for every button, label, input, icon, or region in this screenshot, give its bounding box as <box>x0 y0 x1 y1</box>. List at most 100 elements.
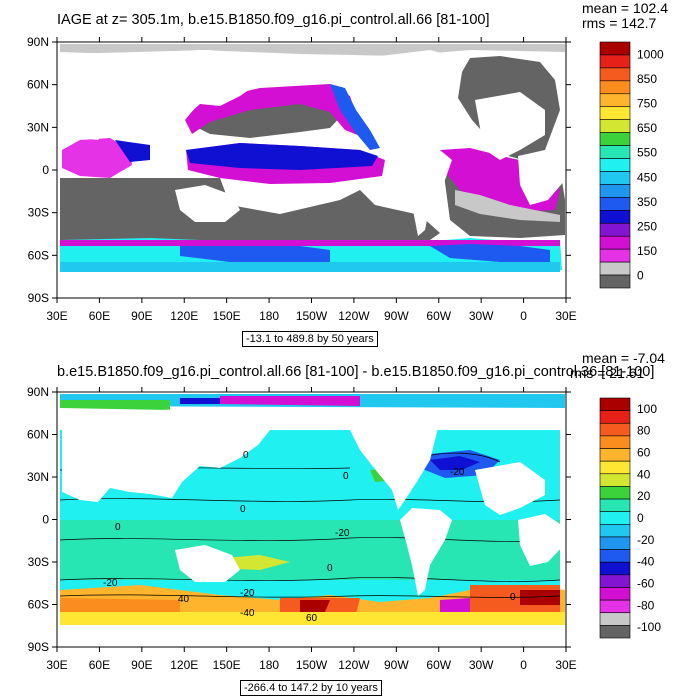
lon-label: 60W <box>426 658 451 672</box>
lat-label: 60N <box>27 428 49 442</box>
lon-label: 30E <box>46 658 67 672</box>
panel1-map <box>57 42 566 298</box>
colorbar-swatch <box>599 197 631 211</box>
lon-label: 60E <box>89 658 110 672</box>
lon-label: 120W <box>338 658 370 672</box>
lon-label: 150E <box>213 309 241 323</box>
lon-label: 0 <box>520 309 527 323</box>
colorbar-label: 450 <box>637 170 657 184</box>
lon-label: 120W <box>338 309 370 323</box>
lon-label: 30E <box>555 309 576 323</box>
lon-label: 30W <box>469 309 494 323</box>
colorbar-swatch <box>599 599 631 614</box>
lon-label: 0 <box>520 658 527 672</box>
colorbar-swatch <box>599 549 631 563</box>
colorbar-label: 40 <box>637 467 651 481</box>
panel2-title: b.e15.B1850.f09_g16.pi_control.all.66 [8… <box>57 364 655 380</box>
colorbar-label: -60 <box>637 576 655 590</box>
colorbar-swatch <box>599 574 631 588</box>
colorbar-swatch <box>599 158 631 172</box>
lat-label: 90N <box>27 35 49 49</box>
colorbar-swatch <box>599 106 631 120</box>
lon-label: 60E <box>89 309 110 323</box>
lat-label: 90S <box>28 640 49 654</box>
panel2-map <box>57 392 566 647</box>
panel2-range-note: -266.4 to 147.2 by 10 years <box>240 680 382 696</box>
colorbar-label: 0 <box>637 511 644 525</box>
colorbar-label: 20 <box>637 489 651 503</box>
colorbar-swatch <box>599 625 631 639</box>
colorbar-swatch <box>599 93 631 108</box>
lon-label: 150E <box>213 658 241 672</box>
panel2-contour-labels: 0 -20 0 0 -20 0 0 -20 -20 40 -40 60 0 <box>103 450 516 624</box>
lat-label: 60N <box>27 78 49 92</box>
colorbar-swatch <box>599 67 631 82</box>
lon-label: 90E <box>131 309 152 323</box>
contour-label: -20 <box>103 578 118 589</box>
colorbar-swatch <box>599 410 631 424</box>
lat-label: 30N <box>27 470 49 484</box>
colorbar-swatch <box>599 511 631 525</box>
colorbar-swatch <box>599 561 631 576</box>
colorbar-swatch <box>599 397 631 411</box>
contour-label: 0 <box>115 522 121 533</box>
colorbar-label: 1000 <box>637 47 664 61</box>
lon-label: 90W <box>384 309 409 323</box>
colorbar-label: 150 <box>637 244 657 258</box>
panel1-mean: mean = 102.4 <box>582 0 669 16</box>
lat-label: 30S <box>28 206 49 220</box>
colorbar-swatch <box>599 248 631 263</box>
colorbar-label: 850 <box>637 72 657 86</box>
colorbar-swatch <box>599 486 631 500</box>
contour-label: -40 <box>240 608 255 619</box>
colorbar-swatch <box>599 612 631 626</box>
colorbar-swatch <box>599 261 631 276</box>
colorbar-swatch <box>599 448 631 462</box>
lon-label: 90E <box>131 658 152 672</box>
colorbar-label: 750 <box>637 97 657 111</box>
colorbar-swatch <box>599 422 631 437</box>
colorbar-label: -80 <box>637 598 655 612</box>
contour-label: -20 <box>450 467 465 478</box>
lon-label: 60W <box>426 309 451 323</box>
lon-label: 30W <box>469 658 494 672</box>
contour-label: 0 <box>343 471 349 482</box>
colorbar-swatch <box>599 536 631 550</box>
contour-label: 40 <box>178 594 190 605</box>
panel1-rms: rms = 142.7 <box>582 15 657 31</box>
contour-label: -20 <box>335 528 350 539</box>
lat-label: 90N <box>27 385 49 399</box>
contour-label: 0 <box>240 504 246 515</box>
colorbar-swatch <box>599 587 631 601</box>
colorbar-swatch <box>599 460 631 475</box>
colorbar-label: 0 <box>637 269 644 283</box>
lon-label: 150W <box>296 658 328 672</box>
lon-label: 30E <box>555 658 576 672</box>
lat-label: 30N <box>27 120 49 134</box>
colorbar-swatch <box>599 171 631 185</box>
colorbar-swatch <box>599 435 631 449</box>
colorbar-label: -20 <box>637 533 655 547</box>
colorbar-swatch <box>599 235 631 250</box>
colorbar-label: -100 <box>637 620 661 634</box>
colorbar-swatch <box>599 41 631 56</box>
lat-label: 60S <box>28 598 49 612</box>
colorbar-swatch <box>599 498 631 512</box>
contour-label: 0 <box>243 450 249 461</box>
axes-layer: 90N 60N 30N 0 30S 60S 90S 30E 60E 90E 120E 150E 180 1… <box>27 35 577 672</box>
lat-label: 90S <box>28 291 49 305</box>
lon-label: 180 <box>259 309 279 323</box>
colorbar-swatch <box>599 222 631 237</box>
colorbar-swatch <box>599 80 631 95</box>
colorbar-label: 100 <box>637 402 657 416</box>
colorbar-label: 60 <box>637 446 651 460</box>
colorbar-swatch <box>599 210 631 224</box>
panel1-title: IAGE at z= 305.1m, b.e15.B1850.f09_g16.p… <box>57 12 490 28</box>
panel2-rms: rms = 21.61 <box>570 365 645 381</box>
colorbar-label: 80 <box>637 424 651 438</box>
lat-label: 30S <box>28 555 49 569</box>
panel1-range-note: -13.1 to 489.8 by 50 years <box>242 331 378 347</box>
lon-label: 120E <box>170 309 198 323</box>
colorbar-swatch <box>599 184 631 198</box>
